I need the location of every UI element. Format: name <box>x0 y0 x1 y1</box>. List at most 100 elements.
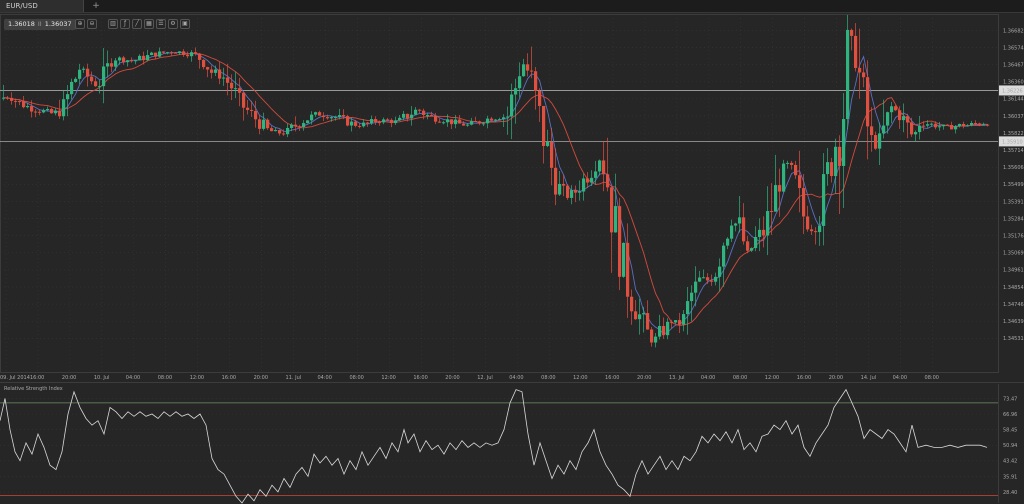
candle-body <box>890 106 894 113</box>
candle-body <box>154 52 158 57</box>
drawing-tools-icon[interactable]: ╱ <box>132 19 142 29</box>
candle-body <box>846 29 850 120</box>
candle-body <box>914 132 918 135</box>
candle-body <box>338 115 342 117</box>
candle-body <box>462 123 466 126</box>
x-tick-label: 12. Jul <box>477 375 493 381</box>
candle-body <box>354 121 358 126</box>
candle-body <box>586 178 590 183</box>
candle-body <box>938 126 942 128</box>
candle-body <box>854 35 858 68</box>
tab-label: EUR/USD <box>6 2 38 10</box>
candle-body <box>426 114 430 116</box>
bid-price: 1.36018 <box>8 20 35 28</box>
candle-body <box>294 124 298 127</box>
y-tick-label: 1.35822 <box>1003 131 1024 137</box>
x-tick-label: 16:00 <box>222 375 236 381</box>
candle-body <box>310 114 314 121</box>
candle-body <box>178 51 182 54</box>
candle-body <box>410 114 414 119</box>
candle-body <box>70 81 74 95</box>
candle-body <box>198 53 202 60</box>
candle-body <box>274 130 278 132</box>
candle-body <box>146 55 150 61</box>
candle-body <box>582 178 586 192</box>
candle-body <box>122 57 126 63</box>
candle-body <box>930 123 934 125</box>
settings-icon[interactable]: ⚙ <box>168 19 178 29</box>
candle-body <box>834 146 838 177</box>
candle-body <box>118 57 122 61</box>
indicators-icon[interactable]: ƒ <box>120 19 130 29</box>
add-tab-button[interactable]: + <box>92 1 100 11</box>
candle-body <box>646 313 650 330</box>
candle-body <box>470 120 474 125</box>
candle-body <box>702 277 706 279</box>
ask-price: 1.36037 <box>44 20 72 28</box>
candle-body <box>982 124 986 126</box>
zoom-in-icon[interactable]: ⊕ <box>75 19 85 29</box>
screenshot-icon[interactable]: ▣ <box>180 19 190 29</box>
x-tick-label: 16:00 <box>797 375 811 381</box>
candle-body <box>210 69 214 73</box>
candle-body <box>906 116 910 123</box>
quote-badge: 1.36018 II 1.36037 <box>4 19 76 30</box>
zoom-out-icon[interactable]: ⊖ <box>87 19 97 29</box>
candle-body <box>202 59 206 68</box>
candle-body <box>794 164 798 176</box>
candle-body <box>762 229 766 236</box>
x-tick-label: 12:00 <box>190 375 204 381</box>
template-icon[interactable]: ▦ <box>144 19 154 29</box>
candle-body <box>374 119 378 123</box>
x-tick-label: 16:00 <box>605 375 619 381</box>
x-tick-label: 11. Jul <box>286 375 302 381</box>
candle-body <box>386 119 390 121</box>
objects-icon[interactable]: ☰ <box>156 19 166 29</box>
candle-body <box>286 127 290 135</box>
rsi-tick-label: 43.42 <box>1003 459 1017 465</box>
candle-body <box>254 110 258 120</box>
x-tick-label: 09. Jul 2014 <box>0 375 30 381</box>
candle-body <box>342 115 346 117</box>
x-tick-label: 12:00 <box>573 375 587 381</box>
candle-body <box>382 119 386 123</box>
ma-slow-line <box>3 52 988 326</box>
x-tick-label: 20:00 <box>254 375 268 381</box>
candle-body <box>230 82 234 89</box>
candle-body <box>918 125 922 133</box>
candle-body <box>66 94 70 100</box>
candle-body <box>822 174 826 226</box>
candle-body <box>330 117 334 119</box>
candle-body <box>610 187 614 233</box>
candle-body <box>2 97 6 99</box>
chart-type-icon[interactable]: ▥ <box>108 19 118 29</box>
chart-toolbar: ⊕ ⊖ ▥ ƒ ╱ ▦ ☰ ⚙ ▣ <box>75 19 190 30</box>
candle-body <box>602 160 606 175</box>
candle-body <box>642 313 646 315</box>
candle-body <box>458 119 462 124</box>
candle-body <box>522 64 526 77</box>
candle-body <box>798 175 802 189</box>
candle-body <box>402 113 406 118</box>
candle-body <box>830 162 834 177</box>
candle-body <box>766 211 770 236</box>
candle-body <box>738 217 742 224</box>
candle-body <box>422 110 426 116</box>
candle-body <box>974 123 978 125</box>
candle-body <box>686 301 690 315</box>
candle-body <box>622 242 626 277</box>
candle-body <box>398 117 402 121</box>
candle-body <box>158 51 162 57</box>
candle-body <box>302 123 306 128</box>
candle-body <box>654 336 658 343</box>
candle-body <box>730 225 734 239</box>
candle-body <box>506 116 510 118</box>
candle-body <box>390 119 394 124</box>
candle-body <box>574 190 578 193</box>
tab-eurusd[interactable]: EUR/USD <box>0 0 84 12</box>
candle-body <box>690 292 694 302</box>
candle-body <box>26 106 30 108</box>
candle-body <box>898 110 902 121</box>
candle-body <box>866 77 870 127</box>
